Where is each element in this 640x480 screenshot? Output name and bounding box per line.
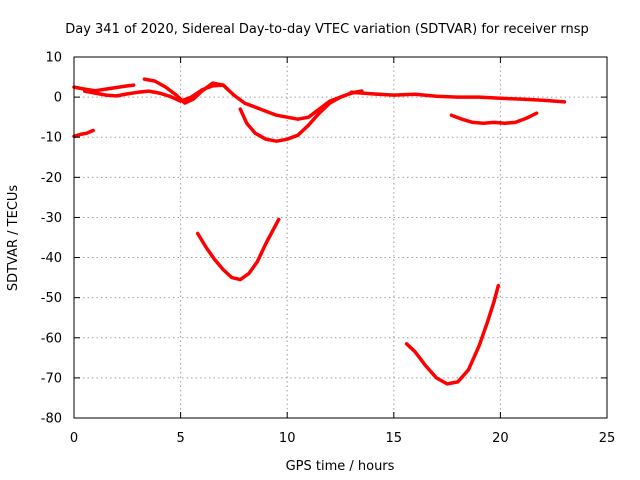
y-tick-label: 10 (45, 51, 62, 66)
y-tick-label: -10 (41, 131, 62, 146)
x-tick-label: 15 (386, 431, 403, 446)
x-axis-title: GPS time / hours (286, 459, 395, 474)
y-axis-title: SDTVAR / TECUs (6, 185, 21, 292)
chart-title: Day 341 of 2020, Sidereal Day-to-day VTE… (65, 22, 589, 37)
y-tick-label: -50 (41, 291, 62, 306)
series-arc-5 (238, 89, 364, 143)
series-arc-7 (449, 111, 539, 125)
x-tick-labels: 0 5 10 15 20 25 (70, 431, 615, 446)
y-tick-label: -40 (41, 251, 62, 266)
x-tick-label: 5 (176, 431, 184, 446)
y-tick-label: -30 (41, 211, 62, 226)
series-arc-4 (142, 77, 364, 121)
x-tick-label: 25 (599, 431, 616, 446)
series-arc-6 (349, 90, 567, 104)
y-tick-label: -60 (41, 331, 62, 346)
x-tick-label: 10 (279, 431, 296, 446)
y-tick-label: -70 (41, 371, 62, 386)
series-arc-9 (404, 283, 501, 386)
y-tick-label: -20 (41, 171, 62, 186)
series-layer (72, 77, 567, 386)
series-arc-8 (195, 217, 281, 282)
y-tick-labels: -80 -70 -60 -50 -40 -30 -20 -10 0 10 (41, 51, 62, 427)
plot-frame (73, 56, 608, 419)
grid-lines (74, 57, 607, 418)
x-tick-label: 20 (492, 431, 509, 446)
y-tick-label: -80 (41, 412, 62, 427)
series-arc-2 (72, 83, 136, 93)
series-arc-1 (72, 128, 95, 139)
y-tick-label: 0 (54, 91, 62, 106)
x-tick-label: 0 (70, 431, 78, 446)
axis-ticks (73, 56, 608, 419)
